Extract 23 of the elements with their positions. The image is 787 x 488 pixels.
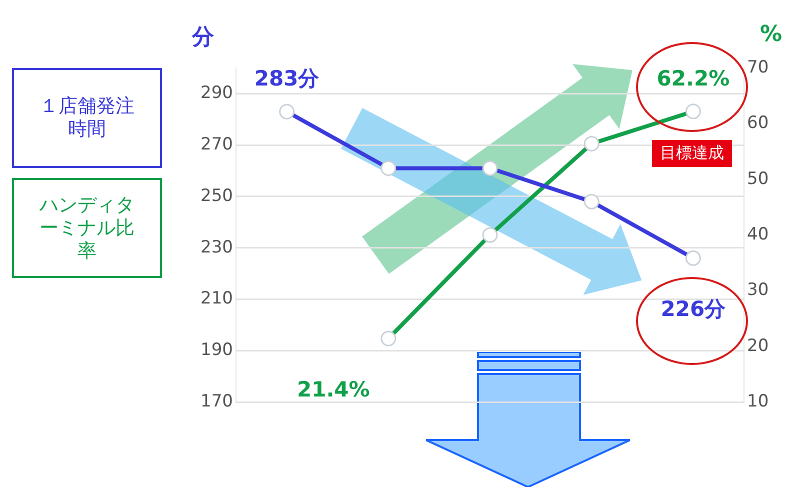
data-label: 283分 bbox=[254, 66, 320, 91]
y2-tick-label: 60 bbox=[747, 113, 769, 134]
y2-tick-label: 30 bbox=[747, 280, 769, 300]
y-tick-label: 230 bbox=[200, 237, 233, 258]
data-label: 226分 bbox=[660, 297, 727, 322]
y-tick-label: 190 bbox=[200, 340, 233, 360]
y-tick-label: 290 bbox=[200, 83, 233, 104]
y-tick-label: 210 bbox=[200, 288, 233, 309]
data-label: 21.4% bbox=[296, 378, 370, 402]
text: ハンディターミナル比率 bbox=[12, 178, 162, 278]
text: １店舗発注時間 bbox=[12, 68, 162, 168]
y-tick-label: 250 bbox=[200, 186, 233, 206]
y2-tick-label: 10 bbox=[747, 391, 769, 412]
y2-tick-label: 20 bbox=[747, 336, 769, 356]
y2-tick-label: 50 bbox=[747, 168, 769, 189]
y2-axis-title: % bbox=[760, 22, 782, 47]
data-label: 62.2% bbox=[656, 66, 730, 90]
y-axis-title: 分 bbox=[192, 24, 214, 52]
annotation: 目標達成 bbox=[652, 140, 732, 167]
y2-tick-label: 70 bbox=[747, 57, 769, 78]
y-tick-label: 270 bbox=[200, 134, 233, 154]
y2-tick-label: 40 bbox=[747, 224, 769, 244]
y-tick-label: 170 bbox=[200, 391, 233, 412]
